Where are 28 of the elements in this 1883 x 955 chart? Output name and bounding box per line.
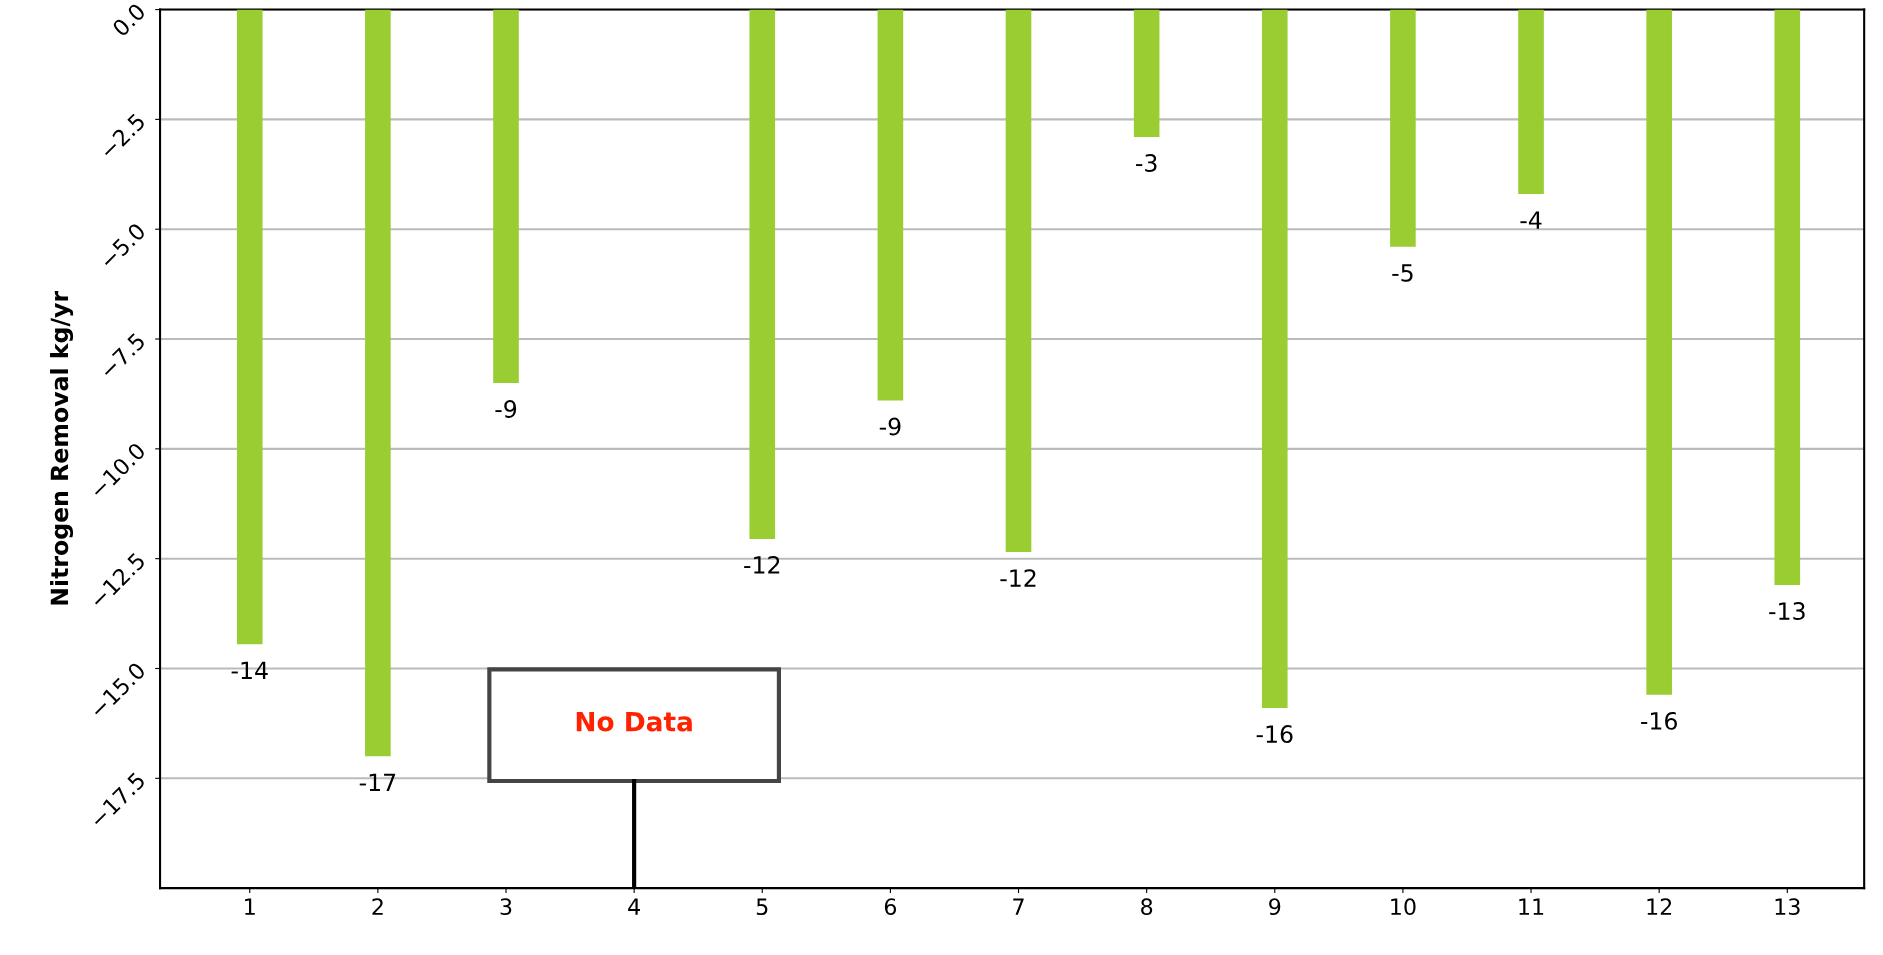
data-label: -12 [1000,569,1036,587]
data-label: -9 [495,400,517,418]
x-tick-label: 11 [1519,898,1544,915]
data-label: -13 [1769,602,1805,620]
y-axis-title: Nitrogen Removal kg/yr [50,290,74,605]
annotation: No Data [576,711,692,732]
data-label: -3 [1136,154,1157,172]
data-label: -16 [1641,711,1677,730]
data-label: -14 [231,661,268,679]
data-label: -16 [1256,725,1293,743]
x-tick-label: 1 [245,898,255,915]
x-tick-label: 7 [1013,898,1024,915]
x-tick-label: 6 [884,898,897,916]
data-label: -9 [879,417,901,436]
data-label: -5 [1392,264,1413,282]
data-label: -17 [359,773,396,791]
x-tick-label: 12 [1647,898,1672,915]
x-tick-label: 2 [372,898,383,915]
x-tick-label: 13 [1775,898,1800,916]
data-label: -4 [1520,211,1542,229]
x-tick-label: 10 [1391,898,1416,916]
x-tick-label: 8 [1141,898,1153,916]
x-tick-label: 4 [628,898,640,915]
x-tick-label: 5 [756,898,768,916]
y-tick-label: 0.0 [111,2,147,38]
data-label: -12 [744,555,780,574]
x-tick-label: 3 [500,898,512,916]
x-tick-label: 9 [1269,898,1281,916]
